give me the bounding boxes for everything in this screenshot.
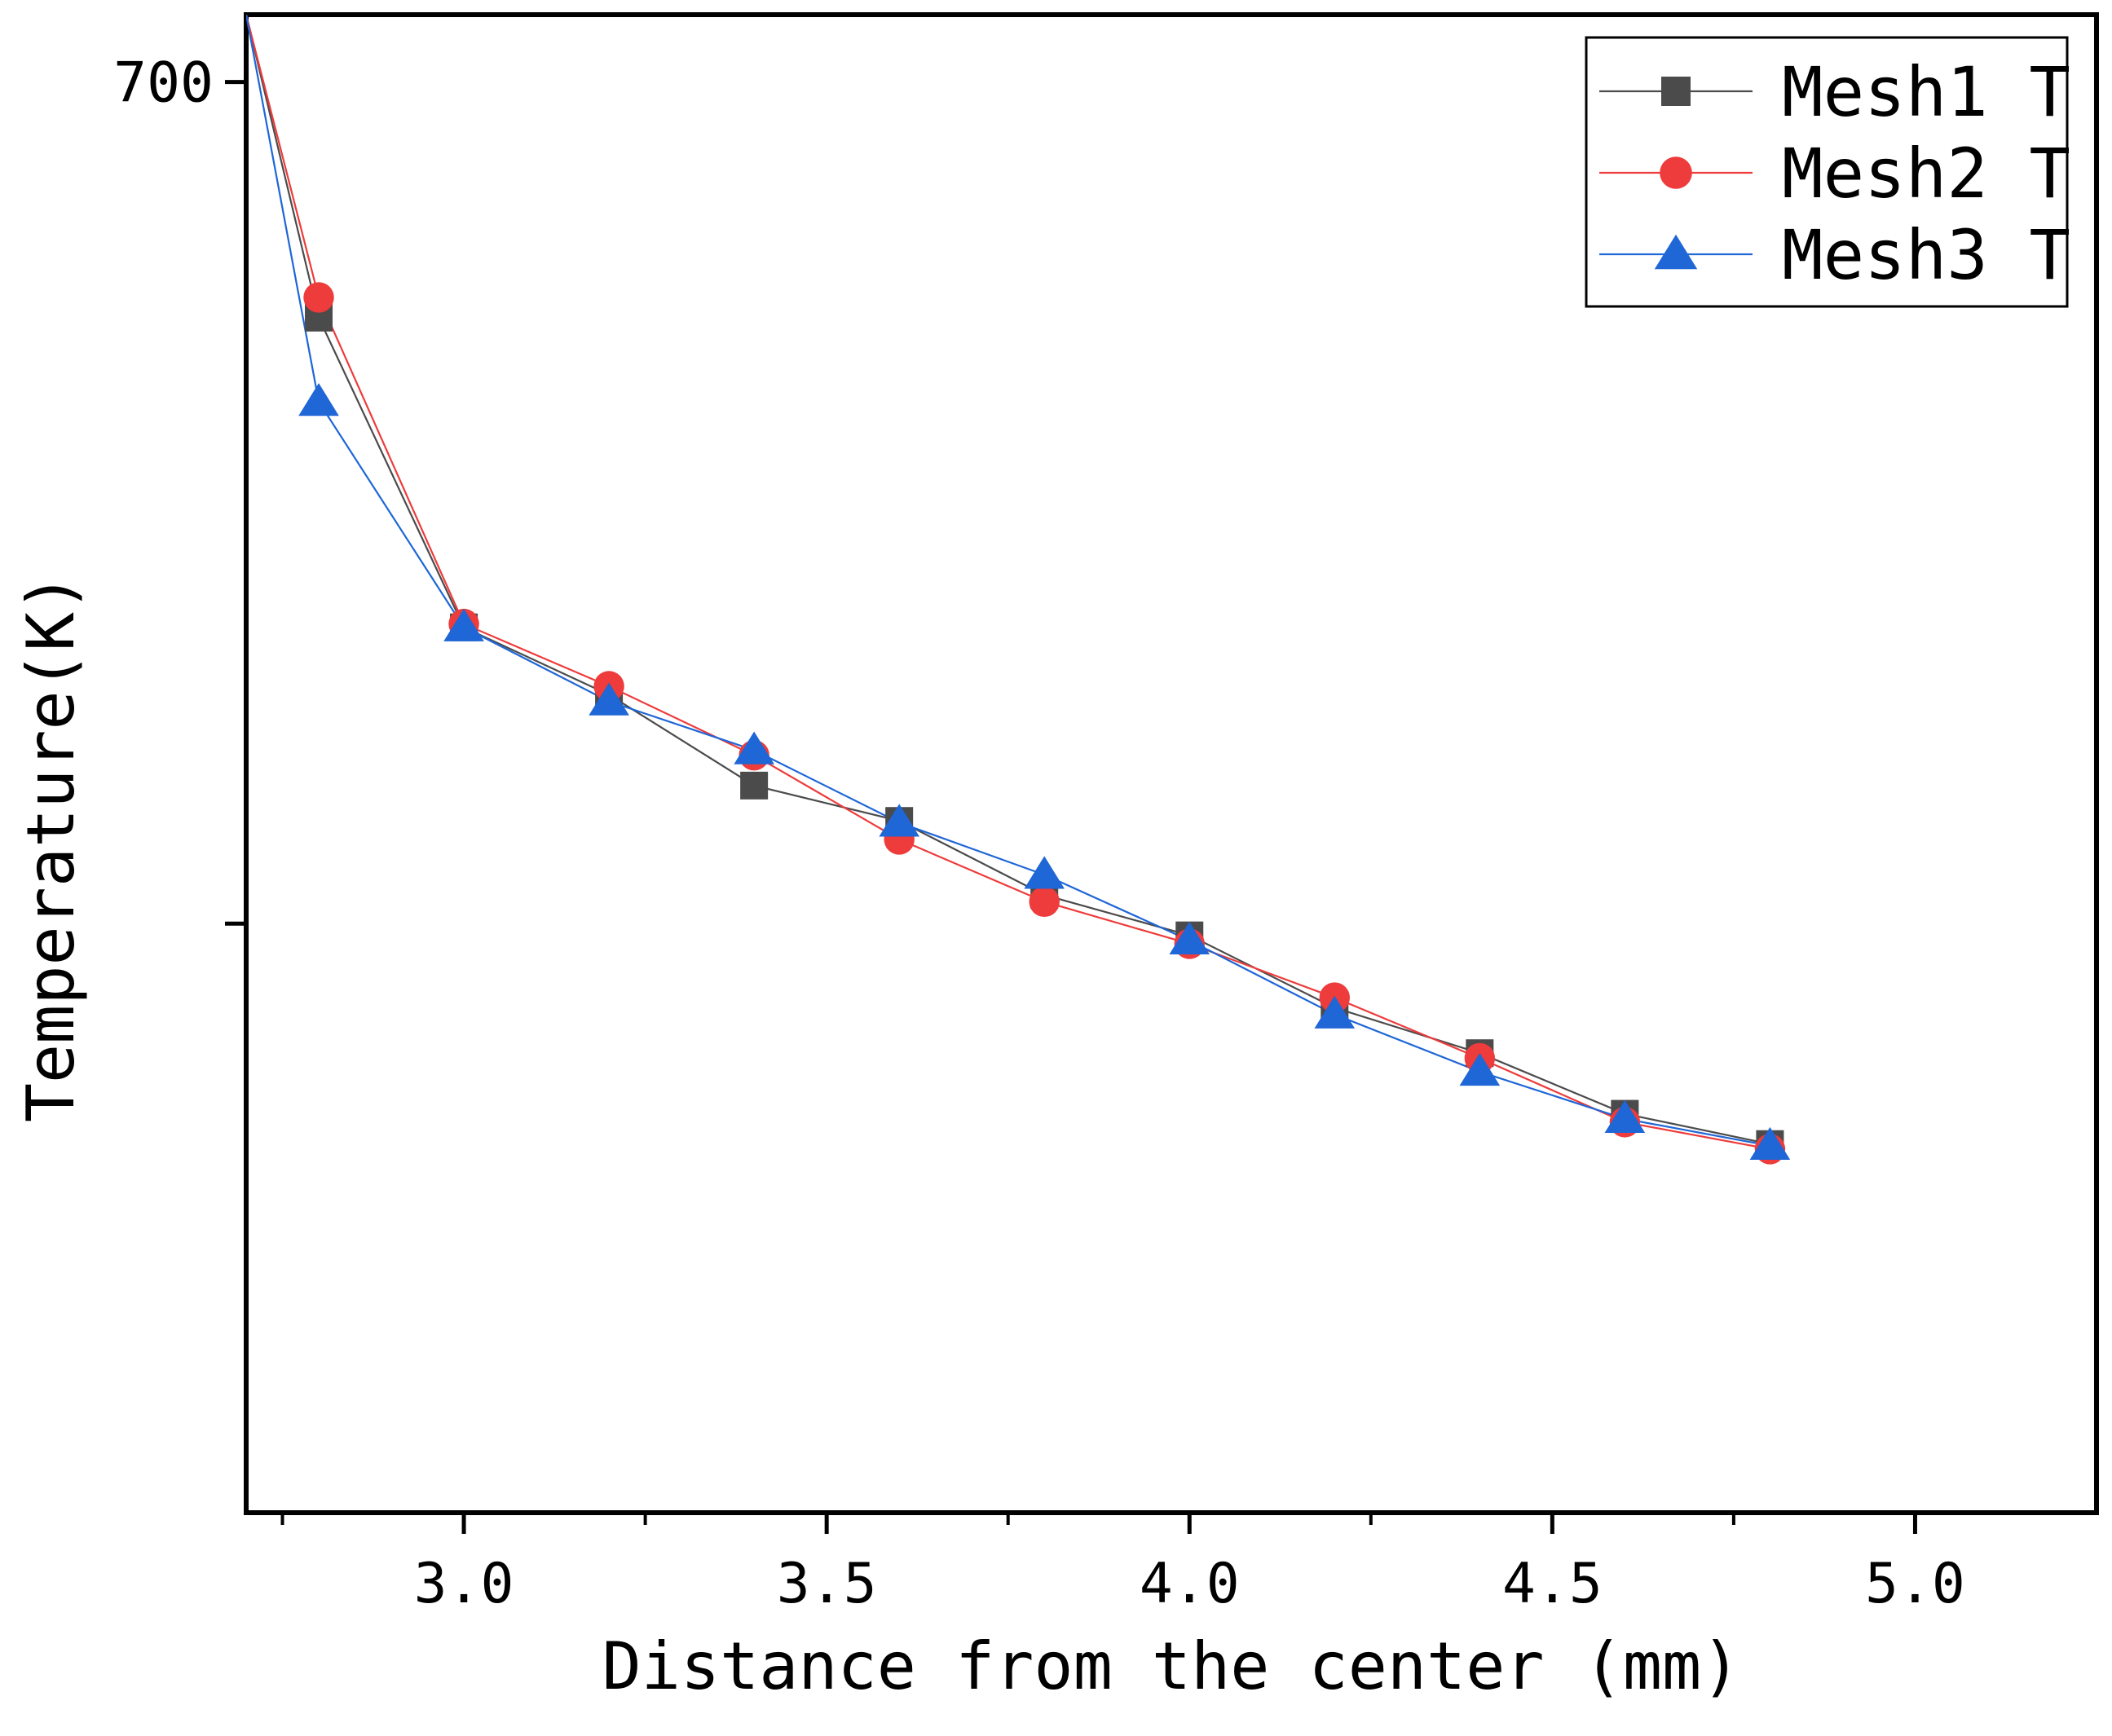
x-tick-label: 4.5 bbox=[1502, 1552, 1603, 1616]
series-line bbox=[246, 15, 1770, 1147]
data-point bbox=[1169, 921, 1210, 955]
series-1 bbox=[246, 15, 1770, 1145]
y-axis-title: Temperature(K) bbox=[13, 573, 89, 1122]
series-line bbox=[246, 15, 1770, 1151]
legend-marker bbox=[1661, 77, 1691, 106]
axes-layer: 3.0 3.5 4.0 4.5 5.0 700 bbox=[113, 51, 1965, 1616]
data-point bbox=[1604, 1099, 1646, 1133]
legend-label: Mesh3 T bbox=[1782, 215, 2070, 295]
plot-area bbox=[244, 12, 2099, 1515]
data-point bbox=[1314, 995, 1356, 1029]
data-point bbox=[879, 804, 919, 837]
series-3 bbox=[246, 15, 1770, 1147]
y-tick-label: 700 bbox=[113, 51, 214, 116]
legend-marker bbox=[1660, 156, 1692, 189]
data-point bbox=[298, 383, 339, 416]
data-point bbox=[740, 771, 769, 800]
series-markers-3 bbox=[298, 383, 1791, 1161]
x-axis-title: Distance from the center (mm) bbox=[602, 1628, 1741, 1704]
series-line bbox=[246, 15, 1770, 1145]
series-2 bbox=[246, 15, 1770, 1151]
plot-frame bbox=[244, 12, 2099, 1515]
x-tick-label: 4.0 bbox=[1140, 1552, 1240, 1616]
legend-label: Mesh1 T bbox=[1782, 52, 2070, 132]
data-point bbox=[443, 608, 484, 641]
data-point bbox=[1024, 856, 1065, 889]
data-point bbox=[734, 731, 774, 764]
legend-marker bbox=[1654, 234, 1698, 270]
x-tick-label: 3.5 bbox=[777, 1552, 877, 1616]
legend-label: Mesh2 T bbox=[1782, 134, 2070, 214]
x-tick-label: 3.0 bbox=[414, 1552, 514, 1616]
data-point bbox=[303, 282, 334, 313]
data-point bbox=[589, 682, 629, 716]
data-point bbox=[1459, 1052, 1501, 1086]
data-point bbox=[1029, 886, 1060, 918]
x-tick-label: 5.0 bbox=[1865, 1552, 1965, 1616]
series-layer bbox=[246, 15, 1791, 1165]
data-point bbox=[1749, 1126, 1791, 1161]
